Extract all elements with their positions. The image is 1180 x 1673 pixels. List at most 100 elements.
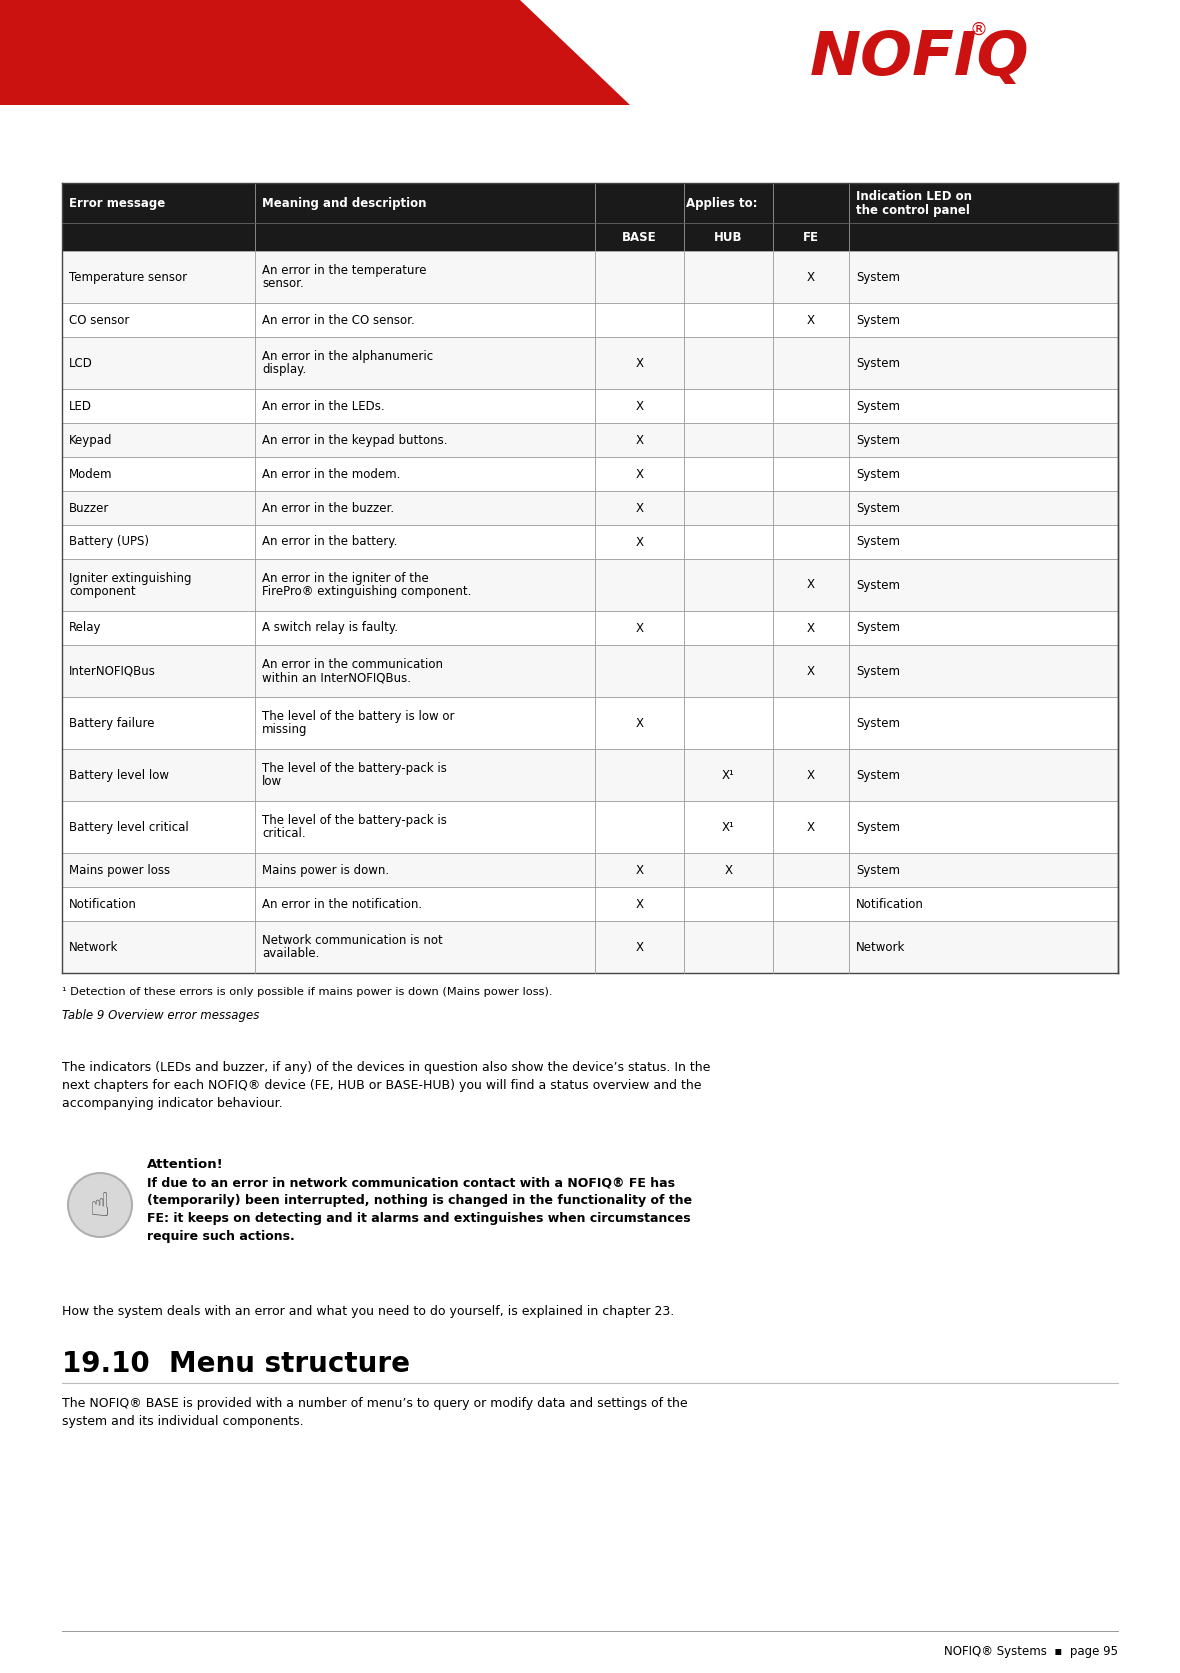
Bar	[63, 887, 1117, 922]
Text: Attention!: Attention!	[148, 1158, 224, 1171]
Text: Battery (UPS): Battery (UPS)	[68, 535, 149, 549]
Text: sensor.: sensor.	[262, 278, 303, 289]
Text: Network: Network	[68, 940, 118, 954]
Text: component: component	[68, 586, 136, 597]
Text: System: System	[856, 535, 900, 549]
Text: A switch relay is faulty.: A switch relay is faulty.	[262, 621, 398, 634]
Text: Keypad: Keypad	[68, 433, 112, 447]
Bar	[0, 0, 1180, 105]
Text: X¹: X¹	[722, 768, 735, 781]
Text: An error in the keypad buttons.: An error in the keypad buttons.	[262, 433, 447, 447]
Bar	[63, 750, 1117, 801]
Text: System: System	[856, 400, 900, 413]
Text: Meaning and description: Meaning and description	[262, 196, 426, 209]
Text: Network communication is not: Network communication is not	[262, 934, 442, 947]
Text: An error in the buzzer.: An error in the buzzer.	[262, 502, 394, 515]
Text: An error in the notification.: An error in the notification.	[262, 897, 422, 910]
Bar	[63, 646, 1117, 698]
Text: An error in the modem.: An error in the modem.	[262, 467, 400, 480]
Text: InterNOFIQBus: InterNOFIQBus	[68, 664, 156, 678]
Text: Mains power is down.: Mains power is down.	[262, 863, 389, 877]
Bar	[63, 525, 1117, 559]
Text: The level of the battery-pack is: The level of the battery-pack is	[262, 815, 447, 826]
Text: Modem: Modem	[68, 467, 112, 480]
Text: Network: Network	[856, 940, 905, 954]
Text: Temperature sensor: Temperature sensor	[68, 271, 188, 283]
Bar	[63, 390, 1117, 423]
Text: Battery failure: Battery failure	[68, 716, 155, 729]
Text: HUB: HUB	[714, 231, 742, 244]
Bar	[63, 853, 1117, 887]
Text: If due to an error in network communication contact with a NOFIQ® FE has: If due to an error in network communicat…	[148, 1176, 675, 1190]
Text: System: System	[856, 768, 900, 781]
Text: X: X	[636, 716, 643, 729]
Text: (temporarily) been interrupted, nothing is changed in the functionality of the: (temporarily) been interrupted, nothing …	[148, 1195, 693, 1206]
Text: within an InterNOFIQBus.: within an InterNOFIQBus.	[262, 671, 411, 684]
Text: System: System	[856, 271, 900, 283]
Text: system and its individual components.: system and its individual components.	[63, 1415, 303, 1429]
Text: Igniter extinguishing: Igniter extinguishing	[68, 572, 191, 586]
Text: NOFIQ: NOFIQ	[811, 28, 1030, 87]
Text: X: X	[636, 400, 643, 413]
Text: X: X	[807, 820, 815, 833]
Text: System: System	[856, 621, 900, 634]
Text: X: X	[636, 897, 643, 910]
Text: Indication LED on: Indication LED on	[856, 189, 972, 202]
Bar	[63, 223, 1117, 251]
Text: System: System	[856, 863, 900, 877]
Bar	[63, 490, 1117, 525]
Bar	[63, 922, 1117, 974]
Text: An error in the alphanumeric: An error in the alphanumeric	[262, 350, 433, 363]
Text: System: System	[856, 313, 900, 326]
Text: X¹: X¹	[722, 820, 735, 833]
Text: the control panel: the control panel	[856, 204, 970, 216]
Text: X: X	[636, 621, 643, 634]
Text: require such actions.: require such actions.	[148, 1230, 295, 1243]
Bar	[63, 423, 1117, 457]
Text: The level of the battery-pack is: The level of the battery-pack is	[262, 761, 447, 775]
Text: Error message: Error message	[68, 196, 165, 209]
Text: An error in the igniter of the: An error in the igniter of the	[262, 572, 428, 586]
Text: FirePro® extinguishing component.: FirePro® extinguishing component.	[262, 586, 471, 597]
Text: System: System	[856, 579, 900, 592]
Text: X: X	[725, 863, 733, 877]
Circle shape	[68, 1173, 132, 1236]
Text: Mains power loss: Mains power loss	[68, 863, 170, 877]
Text: X: X	[807, 664, 815, 678]
Text: BASE: BASE	[622, 231, 657, 244]
Text: LCD: LCD	[68, 356, 93, 370]
Text: CO sensor: CO sensor	[68, 313, 130, 326]
Text: The level of the battery is low or: The level of the battery is low or	[262, 709, 454, 723]
Text: Notification: Notification	[68, 897, 137, 910]
Text: ®: ®	[969, 22, 986, 38]
Bar	[63, 559, 1117, 611]
Text: missing: missing	[262, 723, 308, 736]
Text: accompanying indicator behaviour.: accompanying indicator behaviour.	[63, 1097, 283, 1109]
Text: X: X	[636, 433, 643, 447]
Text: How the system deals with an error and what you need to do yourself, is explaine: How the system deals with an error and w…	[63, 1305, 674, 1318]
Text: An error in the CO sensor.: An error in the CO sensor.	[262, 313, 414, 326]
Text: An error in the battery.: An error in the battery.	[262, 535, 398, 549]
Text: X: X	[636, 467, 643, 480]
Text: X: X	[636, 356, 643, 370]
Text: X: X	[636, 502, 643, 515]
Text: NOFIQ® Systems  ▪  page 95: NOFIQ® Systems ▪ page 95	[944, 1645, 1117, 1658]
Bar	[63, 336, 1117, 390]
Text: ☝: ☝	[90, 1191, 110, 1223]
Bar	[63, 303, 1117, 336]
Bar	[63, 182, 1117, 223]
Text: System: System	[856, 356, 900, 370]
Text: Battery level critical: Battery level critical	[68, 820, 189, 833]
Text: display.: display.	[262, 363, 307, 376]
Text: X: X	[636, 940, 643, 954]
Text: 19.10  Menu structure: 19.10 Menu structure	[63, 1350, 409, 1379]
Text: System: System	[856, 716, 900, 729]
Text: System: System	[856, 502, 900, 515]
Text: FE: it keeps on detecting and it alarms and extinguishes when circumstances: FE: it keeps on detecting and it alarms …	[148, 1211, 690, 1225]
Bar	[63, 611, 1117, 646]
Text: The indicators (LEDs and buzzer, if any) of the devices in question also show th: The indicators (LEDs and buzzer, if any)…	[63, 1061, 710, 1074]
Text: An error in the communication: An error in the communication	[262, 657, 442, 671]
Text: X: X	[807, 768, 815, 781]
Text: low: low	[262, 775, 282, 788]
Text: ¹ Detection of these errors is only possible if mains power is down (Mains power: ¹ Detection of these errors is only poss…	[63, 987, 552, 997]
